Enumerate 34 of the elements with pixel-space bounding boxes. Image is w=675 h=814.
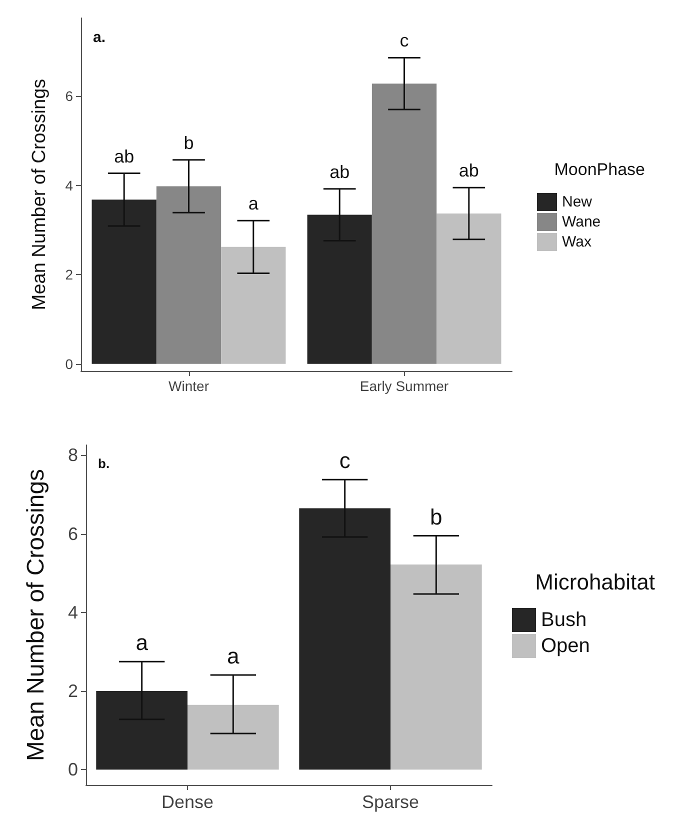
- y-tick-label: 4: [65, 177, 74, 194]
- legend-title: MoonPhase: [554, 160, 646, 179]
- legend-title: Microhabitat: [535, 570, 656, 594]
- y-axis-title: Mean Number of Crossings: [29, 78, 50, 310]
- annotation: b.: [98, 456, 110, 471]
- x-tick-label: Early Summer: [360, 378, 449, 394]
- data-label: ab: [114, 146, 134, 166]
- y-tick-label: 2: [65, 266, 74, 283]
- y-tick-label: 6: [65, 88, 74, 104]
- y-tick-label: 4: [68, 602, 78, 622]
- legend-label: Wax: [562, 234, 592, 250]
- y-tick-label: 2: [68, 681, 78, 702]
- annotation: a.: [93, 29, 106, 46]
- data-label: a: [248, 194, 260, 214]
- data-label: ab: [330, 162, 350, 182]
- legend-label: Open: [541, 635, 590, 657]
- data-label: b: [184, 132, 194, 153]
- legend-label: Wane: [562, 214, 601, 230]
- x-tick-label: Dense: [161, 792, 214, 812]
- y-tick-label: 0: [65, 356, 74, 372]
- y-axis-title: Mean Number of Crossings: [22, 468, 50, 762]
- legend-label: New: [562, 194, 592, 210]
- data-label: ab: [458, 160, 479, 181]
- y-tick-label: 0: [68, 760, 78, 780]
- x-tick-label: Winter: [168, 378, 210, 394]
- x-tick-label: Sparse: [362, 792, 420, 812]
- data-label: a: [227, 643, 240, 668]
- data-label: c: [339, 448, 350, 474]
- y-tick-label: 8: [68, 445, 78, 466]
- data-label: a: [136, 630, 149, 656]
- legend-label: Bush: [541, 609, 587, 631]
- data-label: b: [430, 504, 442, 530]
- data-label: c: [400, 30, 409, 51]
- y-tick-label: 6: [68, 524, 78, 544]
